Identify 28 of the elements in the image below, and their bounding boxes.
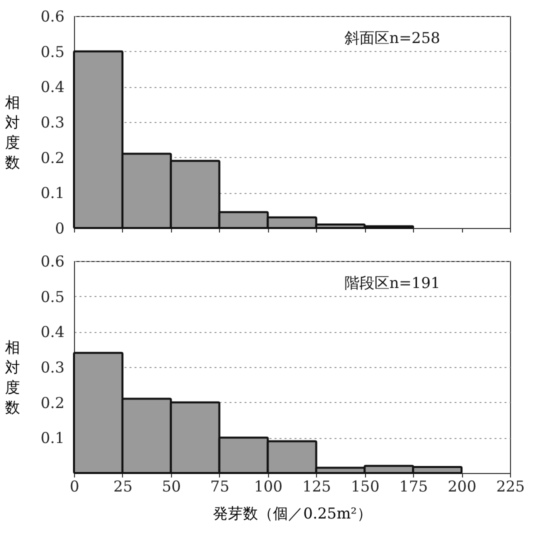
x-tick-label: 225 xyxy=(496,478,525,496)
x-tick-label: 175 xyxy=(399,478,428,496)
x-axis-title: 発芽数（個／0.25m²） xyxy=(213,504,372,522)
y-tick-label: 0.1 xyxy=(40,184,64,202)
y-tick-label: 0.3 xyxy=(40,114,64,132)
x-tick-label: 100 xyxy=(254,478,283,496)
x-tick-label: 25 xyxy=(113,478,132,496)
x-tick-label: 50 xyxy=(162,478,181,496)
x-tick-label: 150 xyxy=(350,478,380,496)
y-tick-label: 0 xyxy=(54,220,64,238)
annotation: 斜面区n=258 xyxy=(344,29,440,47)
y-tick-label: 0.4 xyxy=(40,323,64,342)
y-tick-label: 0.4 xyxy=(40,78,64,96)
x-tick-label: 0 xyxy=(70,478,80,496)
y-tick-label: 0.1 xyxy=(40,429,64,448)
y-tick-label: 0.2 xyxy=(40,148,64,167)
x-tick-label: 75 xyxy=(210,478,230,496)
y-tick-label: 0.5 xyxy=(40,42,64,61)
x-tick-label: 125 xyxy=(302,478,332,496)
y-axis-title: 相対度数 xyxy=(5,94,20,172)
annotation: 階段区n=191 xyxy=(344,274,440,292)
y-tick-label: 0.6 xyxy=(40,252,64,270)
y-tick-label: 0.5 xyxy=(40,288,64,306)
x-tick-label: 200 xyxy=(448,478,476,496)
y-tick-label: 0.2 xyxy=(40,394,64,412)
y-tick-label: 0.6 xyxy=(40,8,64,26)
y-tick-label: 0.3 xyxy=(40,358,64,376)
y-axis-title: 相対度数 xyxy=(5,338,20,416)
